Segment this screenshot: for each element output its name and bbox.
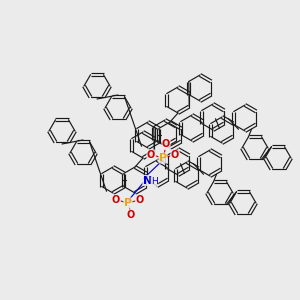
Text: H: H (151, 177, 158, 186)
Text: O: O (147, 150, 155, 160)
Text: O: O (162, 139, 170, 149)
Text: P: P (124, 198, 132, 208)
Text: O: O (136, 195, 144, 205)
Text: O: O (171, 150, 179, 160)
Text: P: P (159, 153, 167, 163)
Text: N: N (143, 176, 152, 185)
Text: O: O (127, 210, 135, 220)
Text: O: O (112, 195, 120, 205)
